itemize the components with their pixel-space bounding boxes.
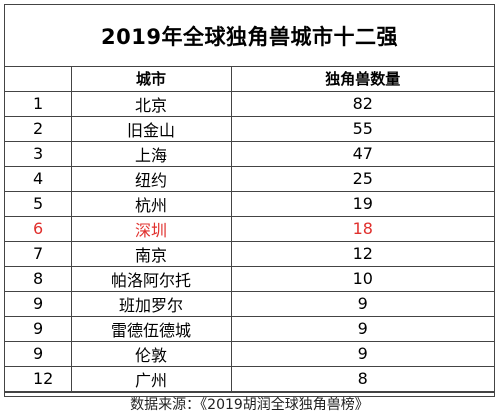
count-cell: 9 <box>230 290 494 317</box>
city-cell: 北京 <box>70 91 232 117</box>
ranking-table: 城市 独角兽数量 1 北京 82 2 旧金山 55 3 上海 47 4 纽约 25 5 杭州 19 6 深圳 18… <box>5 67 494 392</box>
count-cell: 8 <box>230 365 494 392</box>
rank-cell: 8 <box>5 265 72 292</box>
rank-cell: 12 <box>5 365 72 392</box>
rank-cell: 3 <box>5 140 72 167</box>
table-row: 9 雷德伍德城 9 <box>5 315 494 342</box>
city-cell: 旧金山 <box>70 115 232 142</box>
rank-cell: 2 <box>5 115 72 142</box>
count-cell: 12 <box>230 240 494 267</box>
city-cell: 班加罗尔 <box>70 290 232 317</box>
table-row: 8 帕洛阿尔托 10 <box>5 265 494 292</box>
count-cell: 19 <box>230 190 494 217</box>
count-cell: 9 <box>230 315 494 342</box>
table-row: 6 深圳 18 <box>5 215 494 242</box>
rank-cell: 9 <box>5 290 72 317</box>
rank-cell: 6 <box>5 215 72 242</box>
source-note: 数据来源：《2019胡润全球独角兽榜》 <box>5 391 494 415</box>
count-cell: 55 <box>230 115 494 142</box>
city-cell: 上海 <box>70 140 232 167</box>
rank-cell: 4 <box>5 165 72 192</box>
table-row: 9 伦敦 9 <box>5 340 494 367</box>
table-row: 2 旧金山 55 <box>5 115 494 142</box>
city-header: 城市 <box>70 67 232 92</box>
rank-cell: 7 <box>5 240 72 267</box>
header-row: 城市 独角兽数量 <box>5 67 494 92</box>
city-cell: 广州 <box>70 365 232 392</box>
rank-cell: 9 <box>5 340 72 367</box>
table-row: 7 南京 12 <box>5 240 494 267</box>
rank-cell: 1 <box>5 91 72 117</box>
count-cell: 9 <box>230 340 494 367</box>
table-row: 1 北京 82 <box>5 91 494 117</box>
city-cell: 杭州 <box>70 190 232 217</box>
table-row: 4 纽约 25 <box>5 165 494 192</box>
rank-cell: 5 <box>5 190 72 217</box>
city-cell: 雷德伍德城 <box>70 315 232 342</box>
city-cell: 帕洛阿尔托 <box>70 265 232 292</box>
count-header: 独角兽数量 <box>230 67 494 92</box>
count-cell: 82 <box>230 91 494 117</box>
count-cell: 47 <box>230 140 494 167</box>
ranking-sheet: 2019年全球独角兽城市十二强 城市 独角兽数量 1 北京 82 2 旧金山 55 3 上海 4… <box>4 4 495 413</box>
count-cell: 18 <box>230 215 494 242</box>
table-row: 5 杭州 19 <box>5 190 494 217</box>
table-row: 9 班加罗尔 9 <box>5 290 494 317</box>
city-cell: 伦敦 <box>70 340 232 367</box>
table-row: 3 上海 47 <box>5 140 494 167</box>
table-row: 12 广州 8 <box>5 365 494 392</box>
count-cell: 25 <box>230 165 494 192</box>
rank-header <box>5 67 72 92</box>
city-cell: 深圳 <box>70 215 232 242</box>
table-title: 2019年全球独角兽城市十二强 <box>5 5 494 67</box>
count-cell: 10 <box>230 265 494 292</box>
city-cell: 南京 <box>70 240 232 267</box>
rank-cell: 9 <box>5 315 72 342</box>
city-cell: 纽约 <box>70 165 232 192</box>
